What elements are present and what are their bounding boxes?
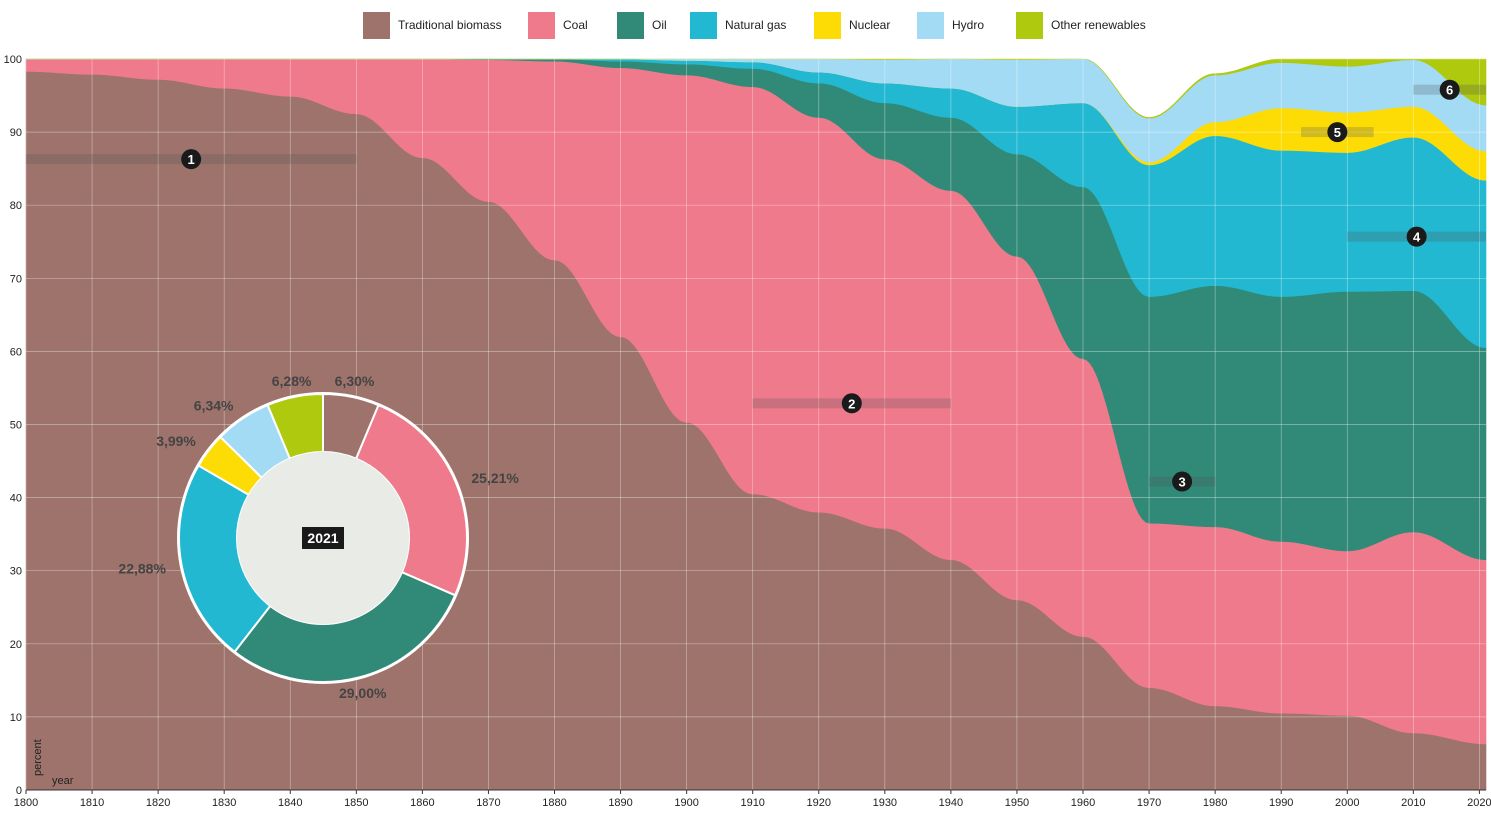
- x-tick-label: 2000: [1335, 797, 1359, 809]
- legend-swatch: [690, 11, 717, 39]
- legend-swatch: [917, 11, 944, 39]
- y-axis-label: percent: [32, 739, 44, 776]
- legend-swatch: [363, 11, 390, 39]
- x-tick-label: 2020: [1467, 797, 1491, 809]
- marker-label: 5: [1334, 125, 1341, 140]
- marker-label: 4: [1413, 230, 1421, 245]
- legend-label: Hydro: [952, 18, 985, 32]
- y-tick-label: 90: [10, 127, 22, 139]
- marker-label: 1: [188, 152, 195, 167]
- legend-label: Other renewables: [1051, 18, 1146, 32]
- x-tick-label: 1830: [212, 797, 236, 809]
- area-other-renewables: [26, 58, 1487, 119]
- marker-badge: [841, 393, 862, 414]
- donut-slice-label: 22,88%: [118, 561, 166, 577]
- legend: Traditional biomass Coal Oil Natural gas Nuc…: [0, 10, 1491, 40]
- donut-slice-oil: [233, 570, 457, 683]
- y-tick-label: 50: [10, 420, 22, 432]
- donut-slice-label: 3,99%: [156, 433, 196, 449]
- marker-badge: [1406, 226, 1427, 247]
- x-tick-label: 1820: [146, 797, 170, 809]
- x-axis-label: year: [52, 775, 74, 787]
- legend-swatch: [617, 11, 644, 39]
- legend-label: Traditional biomass: [398, 18, 502, 32]
- legend-label: Nuclear: [849, 18, 891, 32]
- legend-item-other-renewables: Other renewables: [1016, 10, 1146, 40]
- donut-slice-label: 29,00%: [339, 685, 387, 701]
- x-tick-label: 1930: [873, 797, 897, 809]
- y-tick-label: 10: [10, 712, 22, 724]
- y-tick-label: 30: [10, 566, 22, 578]
- legend-item-coal: Coal: [528, 10, 588, 40]
- marker-badge: [1327, 122, 1348, 143]
- x-tick-label: 1880: [542, 797, 566, 809]
- x-tick-label: 1990: [1269, 797, 1293, 809]
- x-tick-label: 1920: [807, 797, 831, 809]
- x-tick-label: 1840: [278, 797, 302, 809]
- y-tick-label: 20: [10, 639, 22, 651]
- x-tick-label: 1850: [344, 797, 368, 809]
- marker-label: 2: [848, 396, 855, 411]
- legend-item-hydro: Hydro: [917, 10, 984, 40]
- x-tick-label: 1940: [939, 797, 963, 809]
- legend-label: Coal: [563, 18, 588, 32]
- legend-swatch: [528, 11, 555, 39]
- x-tick-label: 1800: [14, 797, 38, 809]
- legend-swatch: [1016, 11, 1043, 39]
- donut-center-label: 2021: [307, 530, 338, 546]
- legend-item-natural-gas: Natural gas: [690, 10, 786, 40]
- x-tick-label: 1950: [1005, 797, 1029, 809]
- legend-item-nuclear: Nuclear: [814, 10, 890, 40]
- series-markers: 1 2 3 4 5 6: [26, 79, 1486, 492]
- legend-label: Natural gas: [725, 18, 787, 32]
- legend-item-oil: Oil: [617, 10, 667, 40]
- x-tick-label: 1890: [608, 797, 632, 809]
- legend-item-traditional-biomass: Traditional biomass: [363, 10, 502, 40]
- legend-swatch: [814, 11, 841, 39]
- marker-badge: [1439, 79, 1460, 100]
- marker-label: 6: [1446, 83, 1453, 98]
- y-tick-label: 100: [4, 54, 22, 66]
- x-tick-label: 1870: [476, 797, 500, 809]
- y-tick-label: 40: [10, 493, 22, 505]
- legend-label: Oil: [652, 18, 667, 32]
- marker-badge: [181, 149, 202, 170]
- donut-slice-label: 6,34%: [194, 397, 234, 413]
- y-tick-label: 70: [10, 273, 22, 285]
- y-tick-label: 60: [10, 346, 22, 358]
- marker-badge: [1172, 471, 1193, 492]
- donut-center-badge: [302, 527, 344, 549]
- x-tick-label: 1960: [1071, 797, 1095, 809]
- x-tick-label: 1910: [740, 797, 764, 809]
- y-tick-label: 0: [16, 785, 22, 797]
- donut-slice-label: 25,21%: [471, 470, 519, 486]
- x-tick-label: 1810: [80, 797, 104, 809]
- x-tick-label: 1900: [674, 797, 698, 809]
- y-tick-label: 80: [10, 200, 22, 212]
- donut-slice-label: 6,28%: [272, 373, 312, 389]
- x-tick-label: 2010: [1401, 797, 1425, 809]
- x-tick-label: 1980: [1203, 797, 1227, 809]
- marker-label: 3: [1178, 475, 1185, 490]
- x-tick-label: 1970: [1137, 797, 1161, 809]
- donut-slice-label: 6,30%: [335, 373, 375, 389]
- inset-donut: 6,30% 25,21% 29,00% 22,88% 3,99% 6,34% 6,28% 20…: [118, 373, 519, 701]
- x-tick-label: 1860: [410, 797, 434, 809]
